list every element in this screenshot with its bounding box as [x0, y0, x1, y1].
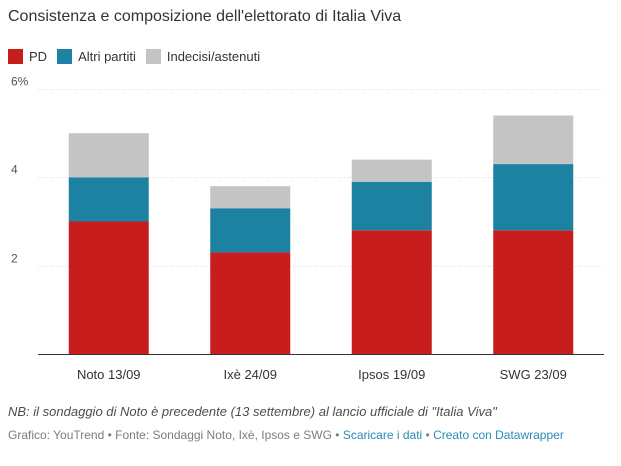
legend-item-indecisi: Indecisi/astenuti	[145, 49, 261, 64]
chart-footer: Grafico: YouTrend • Fonte: Sondaggi Noto…	[8, 428, 564, 442]
bar-indecisi-astenuti-3	[493, 115, 574, 165]
bar-altri-partiti-3	[493, 164, 574, 231]
bar-indecisi-astenuti-0	[68, 133, 149, 178]
legend-item-pd: PD	[8, 49, 47, 64]
x-category-label: SWG 23/09	[500, 367, 567, 382]
chart-note: NB: il sondaggio di Noto è precedente (1…	[8, 404, 497, 419]
x-category-label: Ipsos 19/09	[358, 367, 425, 382]
datawrapper-link[interactable]: Creato con Datawrapper	[433, 428, 564, 442]
footer-separator: •	[335, 428, 340, 442]
chart-legend: PD Altri partiti Indecisi/astenuti	[8, 49, 270, 64]
footer-credits: Grafico: YouTrend • Fonte: Sondaggi Noto…	[8, 428, 332, 442]
legend-label-pd: PD	[29, 49, 48, 64]
bar-altri-partiti-1	[210, 208, 291, 253]
chart-title: Consistenza e composizione dell'elettora…	[8, 8, 402, 25]
bar-pd-0	[68, 221, 149, 354]
bar-pd-1	[210, 252, 291, 354]
bar-altri-partiti-2	[351, 181, 432, 231]
download-data-link[interactable]: Scaricare i dati	[342, 428, 423, 442]
legend-swatch-pd	[8, 49, 23, 64]
x-category-label: Ixè 24/09	[224, 367, 278, 382]
y-tick-label: 6%	[11, 75, 29, 89]
bar-pd-3	[493, 230, 574, 354]
bar-indecisi-astenuti-2	[351, 159, 432, 182]
footer-separator-2: •	[425, 428, 430, 442]
stacked-bar-chart: 2 4 6% Noto 13/09 Ixè 24/09 Ipsos 19/09 SWG 23…	[11, 75, 604, 382]
y-tick-label: 4	[11, 163, 18, 177]
bar-indecisi-astenuti-1	[210, 186, 291, 209]
legend-label-altri-partiti: Altri partiti	[78, 49, 136, 64]
legend-swatch-indecisi	[145, 49, 161, 64]
legend-item-altri-partiti: Altri partiti	[57, 49, 136, 64]
bar-pd-2	[351, 230, 432, 354]
y-tick-label: 2	[11, 252, 18, 266]
bar-altri-partiti-0	[68, 177, 149, 222]
x-category-label: Noto 13/09	[77, 367, 141, 382]
legend-swatch-altri-partiti	[57, 49, 73, 64]
legend-label-indecisi: Indecisi/astenuti	[166, 49, 261, 64]
